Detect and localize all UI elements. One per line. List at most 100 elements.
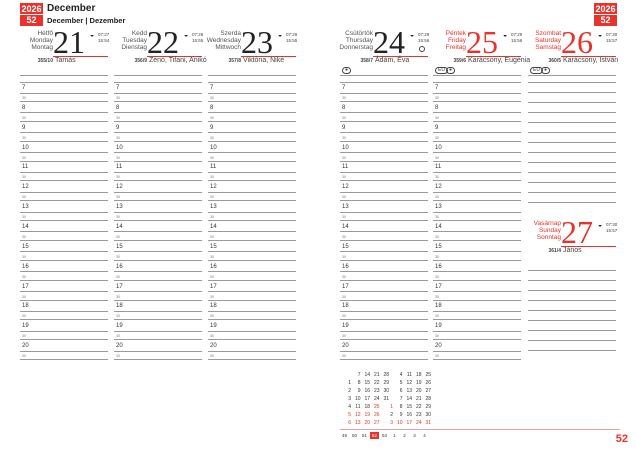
hour-line[interactable] — [114, 132, 202, 134]
half-hour-line[interactable] — [114, 120, 202, 122]
half-hour-line[interactable] — [340, 101, 428, 102]
week-number[interactable]: 2 — [403, 433, 406, 438]
half-hour-line[interactable] — [433, 239, 521, 241]
half-hour-line[interactable] — [20, 200, 108, 202]
half-hour-line[interactable] — [433, 259, 521, 261]
note-line[interactable] — [528, 350, 616, 351]
week-number[interactable]: 51 — [361, 433, 367, 438]
hour-line[interactable] — [20, 291, 108, 292]
note-line[interactable] — [528, 330, 616, 331]
note-line[interactable] — [114, 75, 202, 76]
half-hour-line[interactable] — [340, 339, 428, 341]
hour-line[interactable] — [208, 191, 296, 193]
half-hour-line[interactable] — [20, 359, 108, 361]
hour-line[interactable] — [20, 330, 108, 332]
hour-line[interactable] — [20, 211, 108, 213]
note-line[interactable] — [208, 75, 296, 76]
half-hour-line[interactable] — [208, 120, 296, 122]
hour-line[interactable] — [340, 271, 428, 273]
half-hour-line[interactable] — [340, 220, 428, 222]
half-hour-line[interactable] — [20, 339, 108, 341]
note-line[interactable] — [528, 152, 616, 153]
hour-line[interactable] — [114, 271, 202, 273]
half-hour-line[interactable] — [433, 101, 521, 102]
half-hour-line[interactable] — [433, 299, 521, 301]
half-hour-line[interactable] — [20, 299, 108, 301]
half-hour-line[interactable] — [340, 180, 428, 182]
half-hour-line[interactable] — [208, 220, 296, 222]
note-line[interactable] — [528, 75, 616, 76]
hour-line[interactable] — [340, 92, 428, 94]
half-hour-line[interactable] — [114, 339, 202, 341]
hour-line[interactable] — [340, 152, 428, 154]
hour-line[interactable] — [20, 112, 108, 114]
hour-line[interactable] — [208, 171, 296, 173]
half-hour-line[interactable] — [114, 299, 202, 301]
half-hour-line[interactable] — [114, 259, 202, 261]
hour-line[interactable] — [114, 112, 202, 114]
half-hour-line[interactable] — [433, 220, 521, 222]
half-hour-line[interactable] — [208, 339, 296, 341]
week-number[interactable]: 3 — [413, 433, 416, 438]
half-hour-line[interactable] — [433, 120, 521, 122]
hour-line[interactable] — [208, 251, 296, 253]
week-number[interactable]: 49 — [341, 433, 347, 438]
half-hour-line[interactable] — [433, 160, 521, 162]
hour-line[interactable] — [208, 132, 296, 134]
half-hour-line[interactable] — [208, 180, 296, 182]
note-line[interactable] — [208, 82, 296, 83]
hour-line[interactable] — [433, 132, 521, 134]
week-number[interactable]: 1 — [393, 433, 396, 438]
half-hour-line[interactable] — [208, 359, 296, 361]
note-line[interactable] — [528, 310, 616, 311]
half-hour-line[interactable] — [114, 160, 202, 162]
hour-line[interactable] — [433, 92, 521, 94]
hour-line[interactable] — [20, 350, 108, 352]
hour-line[interactable] — [114, 92, 202, 94]
hour-line[interactable] — [114, 291, 202, 292]
hour-line[interactable] — [20, 152, 108, 154]
half-hour-line[interactable] — [340, 359, 428, 361]
half-hour-line[interactable] — [340, 319, 428, 321]
half-hour-line[interactable] — [114, 140, 202, 142]
hour-line[interactable] — [340, 191, 428, 193]
hour-line[interactable] — [114, 211, 202, 213]
half-hour-line[interactable] — [208, 239, 296, 241]
half-hour-line[interactable] — [433, 359, 521, 361]
note-line[interactable] — [528, 280, 616, 281]
hour-line[interactable] — [208, 152, 296, 154]
note-line[interactable] — [340, 82, 428, 83]
note-line[interactable] — [528, 182, 616, 183]
hour-line[interactable] — [20, 310, 108, 312]
hour-line[interactable] — [433, 152, 521, 154]
hour-line[interactable] — [20, 171, 108, 173]
hour-line[interactable] — [340, 251, 428, 253]
hour-line[interactable] — [433, 231, 521, 233]
hour-line[interactable] — [208, 112, 296, 114]
hour-line[interactable] — [208, 291, 296, 292]
hour-line[interactable] — [433, 112, 521, 114]
half-hour-line[interactable] — [208, 200, 296, 202]
note-line[interactable] — [528, 270, 616, 271]
half-hour-line[interactable] — [340, 140, 428, 142]
half-hour-line[interactable] — [20, 180, 108, 182]
half-hour-line[interactable] — [20, 101, 108, 102]
hour-line[interactable] — [340, 231, 428, 233]
hour-line[interactable] — [340, 171, 428, 173]
hour-line[interactable] — [340, 350, 428, 352]
half-hour-line[interactable] — [20, 140, 108, 142]
hour-line[interactable] — [114, 152, 202, 154]
hour-line[interactable] — [114, 310, 202, 312]
hour-line[interactable] — [433, 211, 521, 213]
hour-line[interactable] — [433, 191, 521, 193]
note-line[interactable] — [528, 202, 616, 203]
note-line[interactable] — [528, 340, 616, 341]
half-hour-line[interactable] — [433, 339, 521, 341]
half-hour-line[interactable] — [340, 259, 428, 261]
hour-line[interactable] — [433, 251, 521, 253]
half-hour-line[interactable] — [114, 239, 202, 241]
half-hour-line[interactable] — [20, 239, 108, 241]
note-line[interactable] — [528, 92, 616, 93]
note-line[interactable] — [528, 122, 616, 123]
half-hour-line[interactable] — [340, 299, 428, 301]
